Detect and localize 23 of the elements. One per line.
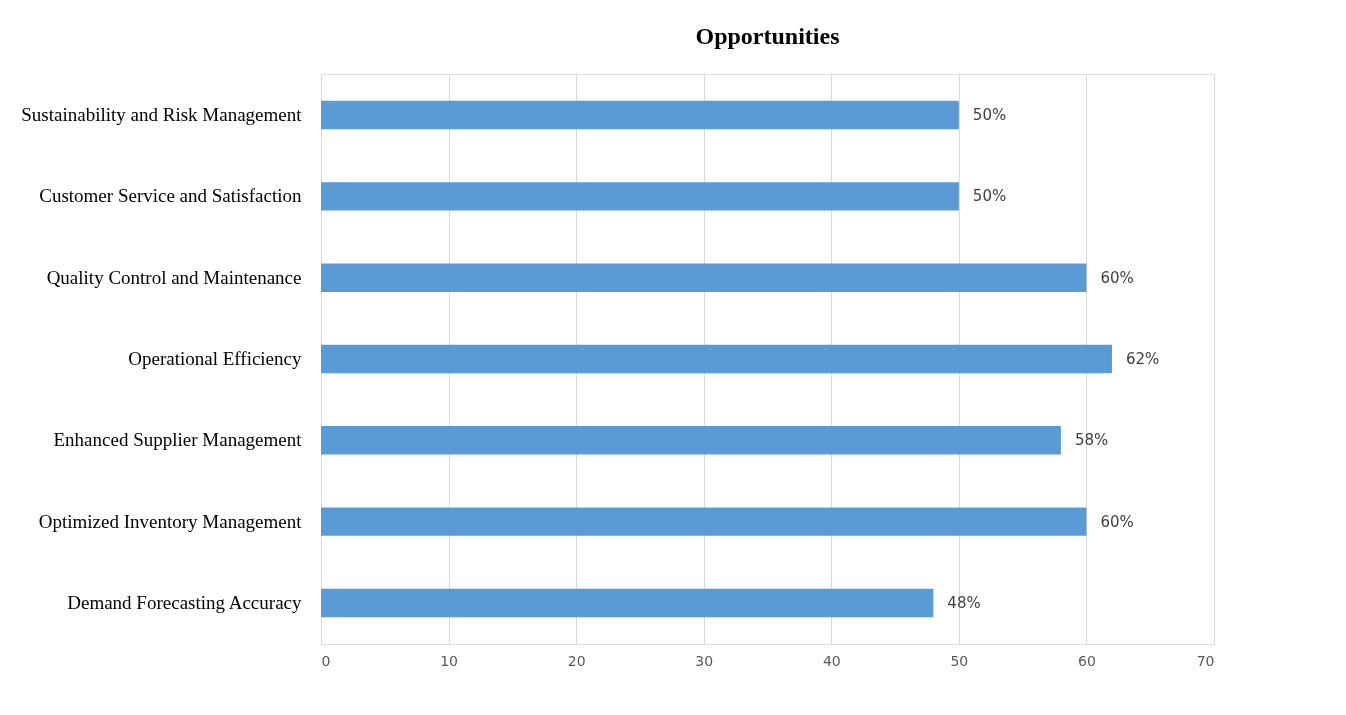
y-tick-label: Optimized Inventory Management [38,510,303,532]
data-label: 60% [1100,268,1134,287]
chart-title: Opportunities [695,23,840,49]
y-tick-label: Enhanced Supplier Management [53,429,303,451]
y-tick-label: Quality Control and Maintenance [46,266,302,288]
data-label: 48% [947,593,981,612]
x-tick-label: 40 [822,652,841,669]
data-label: 50% [972,187,1007,206]
data-label: 58% [1074,431,1109,450]
x-tick-label: 20 [567,652,586,669]
x-tick-label: 10 [440,652,458,669]
x-tick-label: 0 [321,652,331,669]
y-tick-label: Customer Service and Satisfaction [39,185,302,207]
y-tick-label: Operational Efficiency [128,348,302,369]
data-label: 62% [1125,350,1160,368]
y-tick-label: Sustainability and Risk Management [21,104,303,126]
data-label: 50% [972,106,1007,125]
data-label: 60% [1100,512,1134,531]
x-tick-label: 70 [1196,652,1215,669]
x-tick-label: 60 [1078,652,1096,669]
y-tick-label: Demand Forecasting Accuracy [67,591,302,613]
x-tick-label: 30 [695,652,714,669]
x-tick-label: 50 [950,652,969,669]
